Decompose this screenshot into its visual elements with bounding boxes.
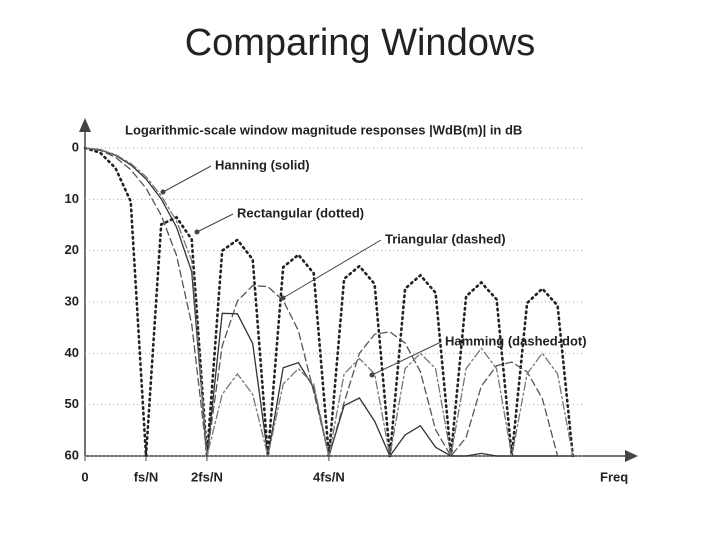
x-tick-label: 0 xyxy=(81,469,88,484)
callout-arrowhead xyxy=(280,295,286,301)
x-tick-label: 4fs/N xyxy=(313,469,345,484)
series-line xyxy=(84,147,574,459)
y-tick-label: 60 xyxy=(65,447,79,462)
y-tick-label: 50 xyxy=(65,396,79,411)
callout-arrow xyxy=(196,213,234,233)
y-tick-label: 30 xyxy=(65,293,79,308)
x-axis-label: Freq xyxy=(600,469,628,484)
series-line xyxy=(84,147,574,459)
callout-arrow xyxy=(162,165,212,193)
legend-label: Triangular (dashed) xyxy=(385,231,506,246)
x-tick-label: fs/N xyxy=(134,469,159,484)
callout-arrow xyxy=(371,341,442,376)
legend-label: Hanning (solid) xyxy=(215,157,310,172)
y-tick-label: 0 xyxy=(72,139,79,154)
callout-arrow xyxy=(282,239,382,299)
y-tick-label: 40 xyxy=(65,345,79,360)
callout-arrowhead xyxy=(194,229,200,235)
y-tick-label: 20 xyxy=(65,242,79,257)
legend-label: Hamming (dashed-dot) xyxy=(445,333,587,348)
x-tick-label: 2fs/N xyxy=(191,469,223,484)
slide-title: Comparing Windows xyxy=(185,22,536,64)
chart-subtitle: Logarithmic-scale window magnitude respo… xyxy=(125,122,522,137)
series-line xyxy=(84,147,574,457)
y-tick-label: 10 xyxy=(65,191,79,206)
callout-arrowhead xyxy=(369,372,375,378)
y-axis-arrow xyxy=(79,118,91,132)
x-axis-arrow xyxy=(625,450,638,462)
legend-label: Rectangular (dotted) xyxy=(237,205,364,220)
callout-arrowhead xyxy=(160,189,166,195)
